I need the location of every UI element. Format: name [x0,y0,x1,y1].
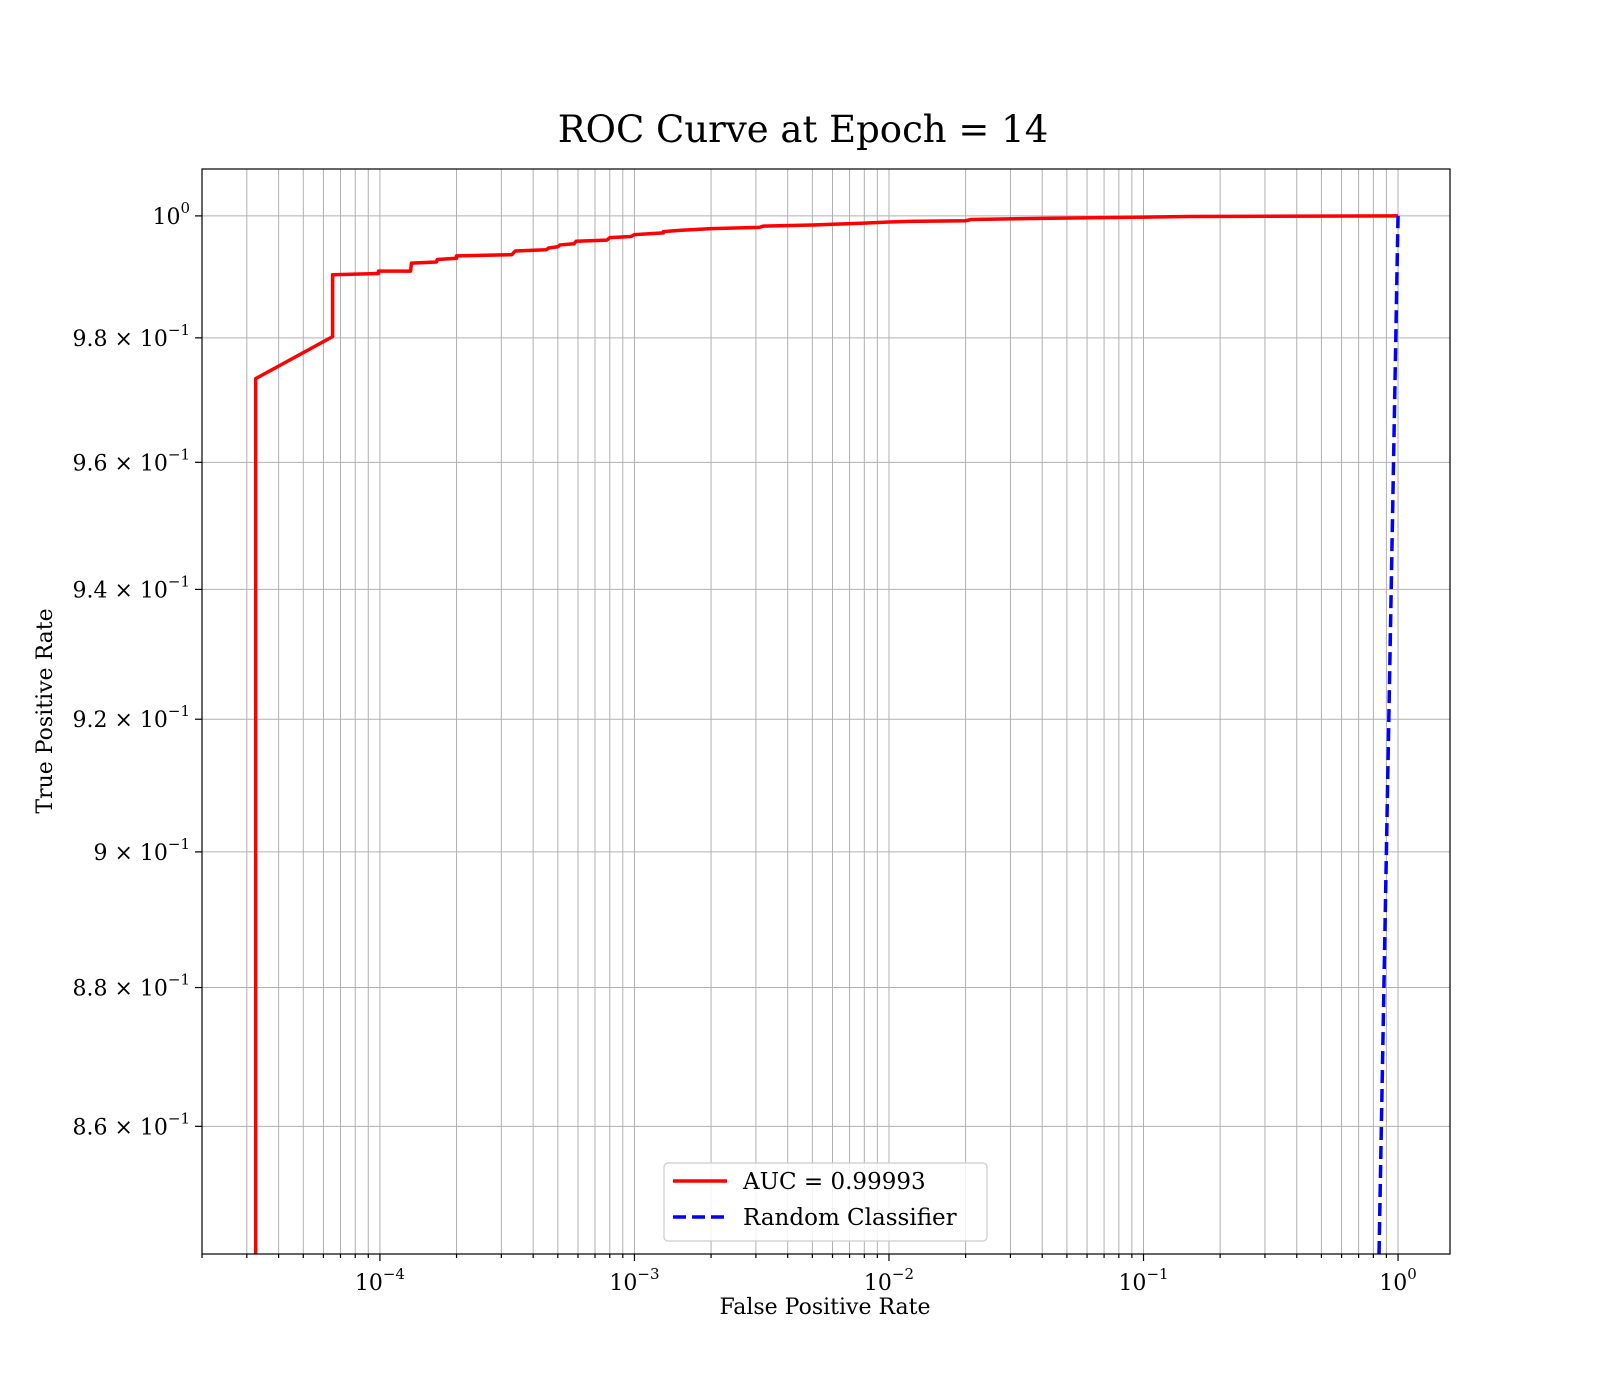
y-tick-mantissa: 9.8 × 10 [72,327,167,352]
chart-title: ROC Curve at Epoch = 14 [558,108,1048,151]
y-tick-mantissa: 9 × 10 [93,841,167,866]
x-tick-exponent: −2 [892,1265,914,1283]
series-lines [253,214,1400,1255]
x-tick-exponent: −3 [637,1265,659,1283]
legend-label-random: Random Classifier [743,1205,957,1231]
y-tick-mantissa: 9.4 × 10 [72,578,167,603]
plot-frame [201,168,1451,1255]
y-tick-exponent: −1 [168,572,190,590]
x-tick-base: 10 [1379,1271,1407,1296]
y-tick-mantissa: 9.6 × 10 [72,451,167,476]
y-tick-label: 9.6 × 10−1 [72,445,190,476]
x-tick-exponent: 0 [1407,1265,1417,1283]
random-classifier-line [1377,215,1400,1255]
x-tick-base: 10 [1118,1271,1146,1296]
grid-lines [201,169,1450,1254]
y-tick-exponent: −1 [168,445,190,463]
x-tick-label: 10−3 [609,1265,659,1296]
y-tick-mantissa: 8.6 × 10 [72,1115,167,1140]
x-tick-base: 10 [864,1271,892,1296]
legend: AUC = 0.99993 Random Classifier [663,1162,988,1242]
y-axis-label: True Positive Rate [33,608,58,813]
x-tick-label: 10−4 [355,1265,405,1296]
x-tick-label: 10−1 [1118,1265,1168,1296]
y-tick-mantissa: 9.2 × 10 [72,708,167,733]
x-tick-label: 10−2 [864,1265,914,1296]
roc-curve-line [253,214,1399,1254]
y-tick-exponent: −1 [168,835,190,853]
y-tick-label: 9.8 × 10−1 [72,321,190,352]
y-tick-exponent: −1 [168,321,190,339]
y-tick-label: 9.2 × 10−1 [72,702,190,733]
x-axis-label: False Positive Rate [719,1295,930,1320]
legend-box [663,1162,988,1242]
y-tick-label: 9 × 10−1 [93,835,190,866]
y-tick-label: 8.8 × 10−1 [72,971,190,1002]
y-tick-exponent: 0 [180,199,190,217]
x-tick-label: 100 [1379,1265,1417,1296]
y-tick-label: 9.4 × 10−1 [72,572,190,603]
x-tick-exponent: −1 [1146,1265,1168,1283]
legend-label-auc: AUC = 0.99993 [742,1169,926,1195]
y-tick-label: 8.6 × 10−1 [72,1109,190,1140]
x-tick-base: 10 [609,1271,637,1296]
x-tick-exponent: −4 [383,1265,405,1283]
y-tick-mantissa: 10 [152,205,180,230]
y-tick-exponent: −1 [168,1109,190,1127]
y-tick-exponent: −1 [168,702,190,720]
y-tick-exponent: −1 [168,971,190,989]
y-tick-label: 100 [152,199,190,230]
x-tick-base: 10 [355,1271,383,1296]
y-tick-mantissa: 8.8 × 10 [72,977,167,1002]
